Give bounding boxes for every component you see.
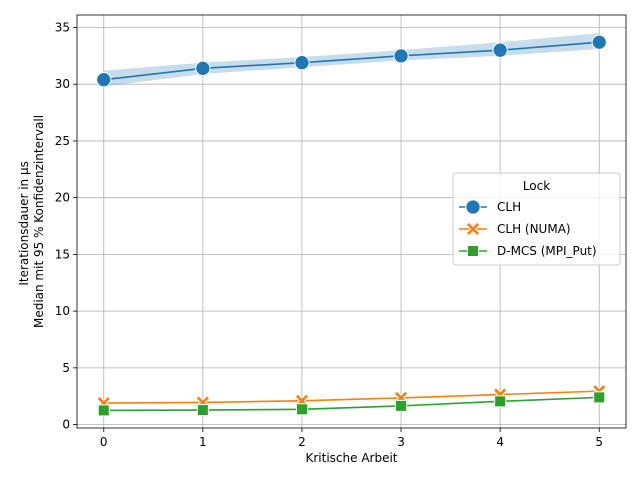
series-line <box>103 41 600 81</box>
legend-marker <box>465 199 481 215</box>
y-tick-label: 10 <box>55 304 70 318</box>
data-point <box>494 395 507 408</box>
x-tick-label: 2 <box>298 435 306 449</box>
y-tick-label: 35 <box>55 20 70 34</box>
y-axis-ticks: 0 5 10 15 20 25 30 35 <box>55 20 77 432</box>
data-point <box>393 48 409 64</box>
x-tick-label: 0 <box>100 435 108 449</box>
y-tick-label: 5 <box>62 361 70 375</box>
series-line <box>103 396 600 412</box>
data-point <box>196 404 209 417</box>
legend-label: D-MCS (MPI_Put) <box>497 244 597 258</box>
data-point <box>295 403 308 416</box>
data-point <box>593 391 606 404</box>
y-tick-label: 30 <box>55 77 70 91</box>
data-point <box>195 60 211 76</box>
y-tick-label: 20 <box>55 191 70 205</box>
x-axis-label: Kritische Arbeit <box>305 451 397 465</box>
x-tick-label: 3 <box>397 435 405 449</box>
data-point <box>395 399 408 412</box>
y-tick-label: 0 <box>62 418 70 432</box>
y-axis-label-line-2: Median mit 95 % Konfidenzintervall <box>32 115 46 328</box>
series-line <box>103 390 600 404</box>
plot-frame <box>76 14 627 429</box>
y-tick-label: 15 <box>55 247 70 261</box>
series-layer <box>96 34 607 417</box>
legend-label: CLH <box>497 200 521 214</box>
legend-marker <box>466 244 480 258</box>
legend-marker <box>465 221 481 237</box>
x-axis-ticks: 0 1 2 3 4 5 <box>100 428 603 449</box>
data-point <box>492 42 508 58</box>
x-tick-label: 5 <box>595 435 603 449</box>
x-tick-label: 4 <box>496 435 504 449</box>
legend-box <box>452 172 621 266</box>
data-point <box>97 404 110 417</box>
data-point <box>591 34 607 50</box>
legend-label: CLH (NUMA) <box>497 222 571 236</box>
x-tick-label: 1 <box>199 435 207 449</box>
y-axis-label-line-1: Iterationsdauer in µs <box>17 161 31 286</box>
legend-title: Lock <box>523 179 550 193</box>
legend-items: CLH CLH (NUMA) D-MCS (MPI_Put) <box>459 199 597 258</box>
y-axis-label: Iterationsdauer in µs Median mit 95 % Ko… <box>17 115 46 328</box>
legend: Lock CLH CLH (NUMA) D-MCS (MPI_Put) <box>452 172 621 266</box>
data-point <box>294 55 310 71</box>
data-point <box>96 72 112 88</box>
y-tick-label: 25 <box>55 134 70 148</box>
